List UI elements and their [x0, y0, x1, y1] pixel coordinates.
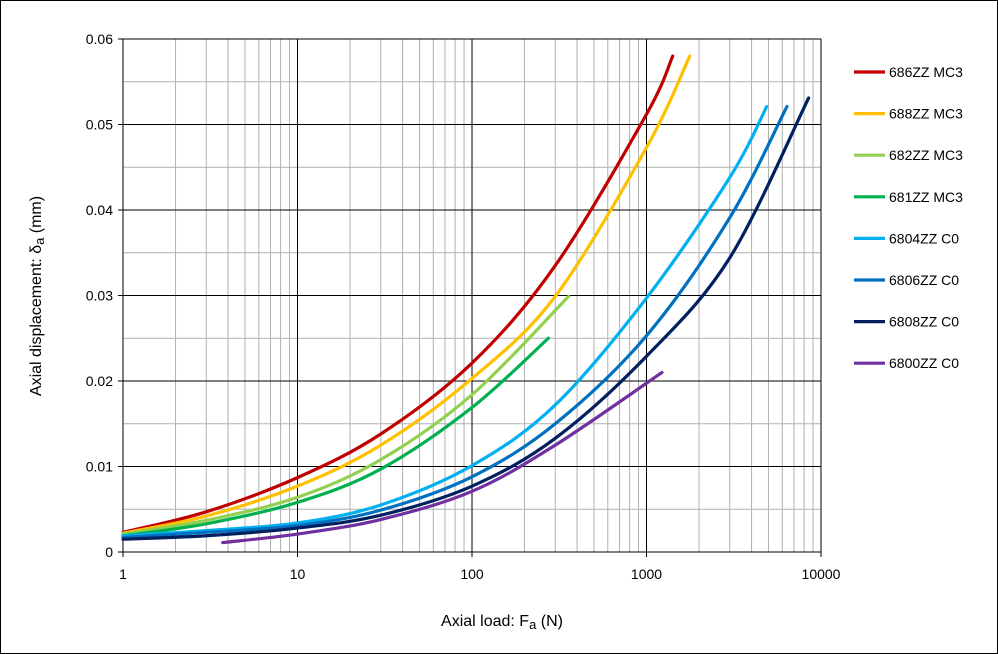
- legend-label: 688ZZ MC3: [889, 106, 963, 122]
- legend-label: 6808ZZ C0: [889, 314, 959, 330]
- legend-label: 6800ZZ C0: [889, 355, 959, 371]
- x-axis-label: Axial load: Fa (N): [441, 613, 563, 632]
- legend-label: 6804ZZ C0: [889, 230, 959, 246]
- series-line-681zz-mc3: [121, 336, 550, 538]
- y-tick-label: 0.02: [86, 373, 113, 389]
- series-line-686zz-mc3: [121, 54, 675, 534]
- series-line-6806zz-c0: [121, 104, 789, 540]
- y-tick-label: 0.04: [86, 202, 113, 218]
- y-tick-label: 0.05: [86, 117, 113, 133]
- y-tick-label: 0.03: [86, 288, 113, 304]
- plot-border: [122, 38, 822, 553]
- series-line-6800zz-c0: [221, 370, 664, 545]
- x-tick-label: 10000: [802, 566, 841, 582]
- x-tick-label: 100: [460, 566, 484, 582]
- y-axis-label: Axial displacement: δa (mm): [28, 196, 47, 396]
- x-tick-label: 1000: [631, 566, 662, 582]
- y-tick-label: 0: [105, 544, 113, 560]
- y-tick-label: 0.06: [86, 31, 113, 47]
- tick-labels: 1 10 100 1000 10000 0 0.01 0.02 0.03 0.04 0.05 0.06: [86, 31, 841, 582]
- x-tick-label: 1: [119, 566, 127, 582]
- legend-label: 686ZZ MC3: [889, 64, 963, 80]
- series-lines: [121, 54, 811, 545]
- series-line-6808zz-c0: [121, 96, 811, 541]
- legend-label: 682ZZ MC3: [889, 147, 963, 163]
- series-line-682zz-mc3: [121, 294, 571, 536]
- legend-label: 681ZZ MC3: [889, 189, 963, 205]
- y-tick-label: 0.01: [86, 459, 113, 475]
- x-tick-label: 10: [290, 566, 306, 582]
- legend: 686ZZ MC3 688ZZ MC3 682ZZ MC3 681ZZ MC3 6804…: [854, 64, 963, 371]
- series-line-688zz-mc3: [121, 54, 692, 535]
- legend-label: 6806ZZ C0: [889, 272, 959, 288]
- series-line-6804zz-c0: [121, 104, 769, 538]
